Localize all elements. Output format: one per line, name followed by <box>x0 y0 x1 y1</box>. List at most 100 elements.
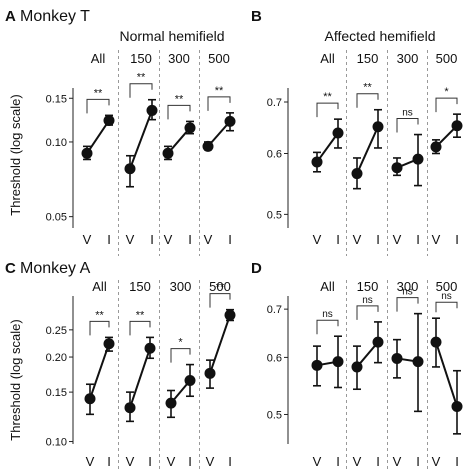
data-point <box>202 140 214 152</box>
group-label: 500 <box>208 51 230 66</box>
significance-bracket <box>316 102 339 118</box>
significance-label: ** <box>323 91 332 103</box>
series-line <box>316 132 339 163</box>
y-tick-label: 0.15 <box>46 387 67 399</box>
data-point <box>332 127 344 139</box>
data-point <box>165 397 177 409</box>
group-label: All <box>320 51 335 66</box>
data-point <box>372 121 384 133</box>
data-point <box>162 147 174 159</box>
group-label: 500 <box>209 279 231 294</box>
data-point <box>311 359 323 371</box>
data-point <box>84 393 96 405</box>
x-tick-label: I <box>376 454 380 469</box>
data-point <box>351 361 363 373</box>
x-tick-label: I <box>416 232 420 247</box>
x-tick-label: V <box>167 454 176 469</box>
x-tick-label: V <box>393 232 402 247</box>
y-tick-label: 0.15 <box>46 93 67 105</box>
data-point <box>224 115 236 127</box>
x-tick-label: I <box>336 454 340 469</box>
data-point <box>124 402 136 414</box>
data-point <box>430 141 442 153</box>
panel-letter-d: D <box>251 260 262 277</box>
significance-label: ** <box>94 87 103 99</box>
significance-label: * <box>178 337 183 349</box>
data-point <box>451 120 463 132</box>
data-point <box>204 367 216 379</box>
significance-label: ns <box>402 108 413 119</box>
group-label: 150 <box>357 279 379 294</box>
data-point <box>103 115 115 127</box>
significance-label: ** <box>363 82 372 94</box>
data-point <box>412 356 424 368</box>
series-line <box>435 341 458 407</box>
y-tick-label: 0.7 <box>267 97 282 109</box>
significance-bracket <box>86 98 110 114</box>
x-tick-label: V <box>126 454 135 469</box>
group-label: 150 <box>129 279 151 294</box>
data-point <box>146 104 158 116</box>
x-tick-label: I <box>455 232 459 247</box>
data-point <box>124 163 136 175</box>
x-tick-label: I <box>416 454 420 469</box>
series-line <box>167 127 191 154</box>
y-tick-label: 0.20 <box>46 352 67 364</box>
group-label: 300 <box>397 279 419 294</box>
data-point <box>351 168 363 180</box>
x-tick-label: V <box>86 454 95 469</box>
section-letter-c: C <box>5 260 16 277</box>
significance-label: ** <box>136 309 145 321</box>
x-tick-label: V <box>353 232 362 247</box>
panel-b-title: Affected hemifield <box>324 28 435 44</box>
data-point <box>144 342 156 354</box>
significance-label: ** <box>215 85 224 97</box>
x-tick-label: I <box>107 232 111 247</box>
y-tick-label: 0.5 <box>267 409 282 421</box>
x-tick-label: I <box>228 454 232 469</box>
significance-bracket <box>396 118 419 133</box>
significance-bracket <box>170 348 191 363</box>
y-tick-label: 0.5 <box>267 209 282 221</box>
group-label: 300 <box>168 51 190 66</box>
y-tick-label: 0.10 <box>46 437 67 449</box>
x-tick-label: V <box>206 454 215 469</box>
data-point <box>184 122 196 134</box>
data-point <box>372 336 384 348</box>
x-tick-label: I <box>188 454 192 469</box>
x-tick-label: V <box>432 454 441 469</box>
x-tick-label: V <box>126 232 135 247</box>
x-tick-label: V <box>313 232 322 247</box>
data-point <box>81 147 93 159</box>
y-tick-label: 0.10 <box>46 137 67 149</box>
group-label: 150 <box>357 51 379 66</box>
data-point <box>412 153 424 165</box>
significance-label: ** <box>216 282 225 294</box>
significance-bracket <box>207 96 231 111</box>
x-tick-label: I <box>455 454 459 469</box>
x-tick-label: V <box>432 232 441 247</box>
section-top-header: A Monkey T <box>5 8 90 25</box>
y-tick-label: 0.25 <box>46 325 67 337</box>
significance-bracket <box>356 93 379 108</box>
significance-label: * <box>444 86 449 98</box>
significance-label: ** <box>137 72 146 84</box>
x-tick-label: I <box>228 232 232 247</box>
x-tick-label: I <box>150 232 154 247</box>
x-tick-label: V <box>83 232 92 247</box>
section-bottom-header: C Monkey A <box>5 260 91 277</box>
significance-bracket <box>435 301 458 313</box>
x-tick-label: I <box>336 232 340 247</box>
group-label: All <box>320 279 335 294</box>
series-line <box>129 347 151 409</box>
data-point <box>451 400 463 412</box>
significance-bracket <box>89 320 110 336</box>
group-label: 300 <box>397 51 419 66</box>
series-line <box>86 119 110 154</box>
data-point <box>391 162 403 174</box>
data-point <box>430 336 442 348</box>
significance-bracket <box>435 97 458 113</box>
